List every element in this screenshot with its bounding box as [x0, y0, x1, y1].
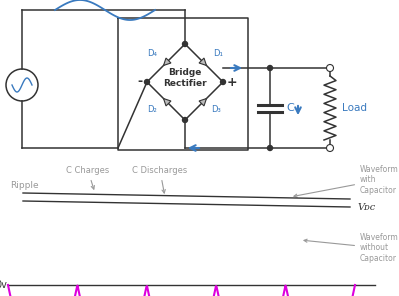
Circle shape	[144, 80, 150, 84]
Circle shape	[267, 65, 273, 70]
Text: Waveform
without
Capacitor: Waveform without Capacitor	[304, 233, 399, 263]
Polygon shape	[164, 58, 171, 65]
Polygon shape	[164, 99, 171, 106]
Circle shape	[326, 144, 334, 152]
Text: Load: Load	[342, 103, 367, 113]
Text: C Discharges: C Discharges	[132, 166, 188, 193]
Text: D₃: D₃	[211, 104, 221, 113]
Text: C: C	[286, 103, 294, 113]
Text: D₁: D₁	[213, 49, 223, 57]
Text: C Charges: C Charges	[66, 166, 110, 189]
Circle shape	[267, 146, 273, 150]
Polygon shape	[199, 99, 206, 106]
Circle shape	[221, 80, 225, 84]
Text: Vᴅc: Vᴅc	[357, 202, 375, 212]
Text: Bridge
Rectifier: Bridge Rectifier	[163, 68, 207, 88]
Circle shape	[326, 65, 334, 72]
Text: +: +	[227, 75, 238, 89]
Text: 0v: 0v	[0, 280, 7, 290]
Polygon shape	[199, 58, 206, 65]
Circle shape	[182, 41, 188, 46]
Circle shape	[182, 118, 188, 123]
Text: -: -	[138, 75, 143, 89]
Text: D₂: D₂	[147, 104, 157, 113]
Text: D₄: D₄	[147, 49, 157, 57]
Text: Waveform
with
Capacitor: Waveform with Capacitor	[294, 165, 399, 197]
Text: Ripple: Ripple	[10, 181, 39, 189]
